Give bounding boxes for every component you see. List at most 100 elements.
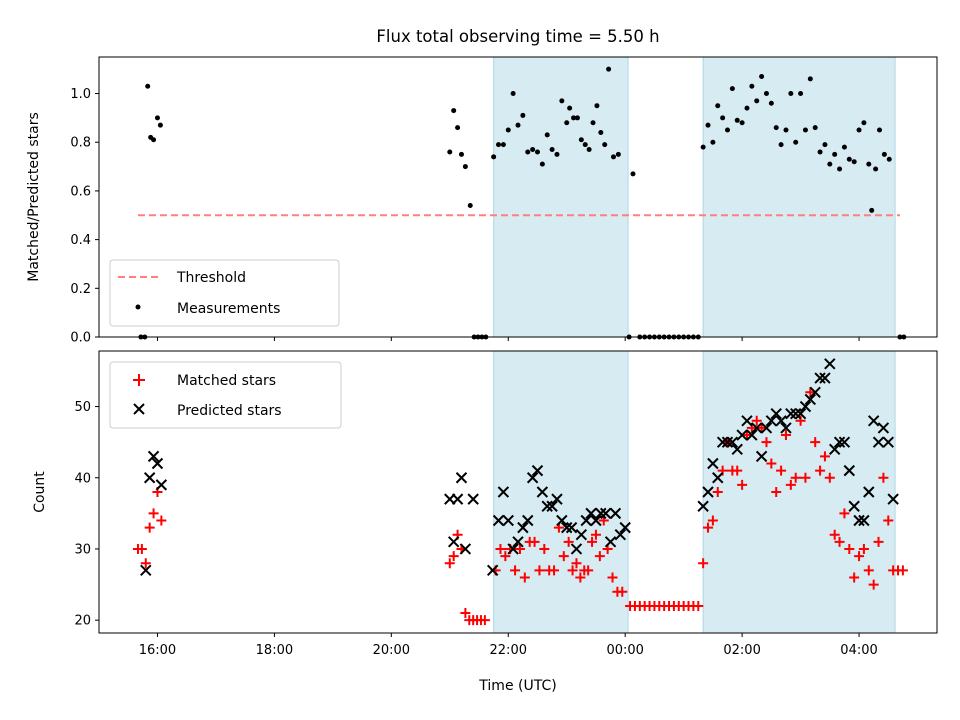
measurement-point [467, 203, 473, 209]
predicted-star-point [804, 393, 817, 406]
matched-star-point [819, 451, 830, 462]
observing-window [493, 56, 629, 338]
measurement-point [610, 154, 616, 160]
measurement-point [451, 108, 457, 114]
matched-star-point [737, 479, 748, 490]
measurement-point [594, 103, 600, 109]
measurement-point [788, 91, 794, 97]
measurement-point [778, 142, 784, 148]
measurement-point [447, 149, 453, 155]
measurement-point [720, 115, 726, 121]
matched-star-point [144, 522, 155, 533]
observing-window-shading [493, 56, 896, 338]
measurement-point [846, 156, 852, 162]
matched-star-point [839, 508, 850, 519]
predicted-star-point [459, 543, 472, 555]
matched-star-point [558, 551, 569, 562]
predicted-star-point [604, 536, 617, 548]
measurement-point [539, 161, 545, 167]
matched-star-point [703, 522, 714, 533]
predicted-star-point [882, 436, 894, 448]
measurement-point [157, 122, 163, 128]
matched-star-point [883, 515, 894, 526]
measurement-point [564, 120, 570, 126]
matched-star-point [698, 558, 709, 569]
predicted-star-point [858, 514, 870, 527]
legend-measurements-label: Measurements [177, 301, 280, 317]
predicted-star-point [570, 543, 583, 555]
predicted-star-point [486, 564, 499, 577]
measurement-point [754, 98, 760, 104]
y-tick-label: 0.0 [70, 331, 91, 346]
matched-star-point [583, 565, 594, 576]
matched-star-point [444, 558, 455, 569]
measurement-point [544, 132, 550, 138]
matched-star-point [790, 472, 801, 483]
matched-star-point [854, 551, 865, 562]
predicted-star-point [819, 372, 831, 384]
matched-star-point [751, 415, 762, 426]
predicted-star-point [536, 486, 549, 498]
measurement-point [151, 137, 157, 143]
predicted-star-point [799, 400, 812, 413]
matched-star-point [534, 565, 545, 576]
measurement-point [510, 91, 516, 97]
matched-star-point [810, 437, 821, 448]
matched-star-point [868, 579, 879, 590]
measurement-point [455, 125, 461, 131]
measurement-point [462, 164, 468, 170]
predicted-star-point [531, 464, 544, 477]
predicted-star-point [780, 422, 792, 434]
predicted-star-point [697, 500, 709, 512]
measurement-point [734, 117, 740, 123]
measurement-point [700, 144, 706, 150]
y-tick-label: 0.2 [70, 282, 91, 297]
measurement-point [856, 127, 862, 133]
bottom-plot-frame [98, 350, 938, 634]
measurement-point [739, 120, 745, 126]
measurement-point [759, 73, 765, 79]
observing-window [493, 350, 629, 634]
y-tick-label: 0.6 [70, 184, 91, 199]
bottom-panel: 20 30 40 50 16:00 18:00 20:00 22:00 00:00 02:00 0… [32, 350, 938, 694]
top-legend-box [109, 259, 340, 327]
matched-star-point [617, 586, 628, 597]
matched-star-point [607, 572, 618, 583]
matched-star-point [156, 515, 167, 526]
measurement-point [567, 105, 573, 111]
y-tick-label: 0.8 [70, 136, 91, 151]
measurement-point [549, 147, 555, 153]
top-y-axis-label: Matched/Predicted stars [26, 112, 42, 282]
matched-star-point [148, 508, 159, 519]
matched-star-point [741, 430, 752, 441]
matched-star-point [571, 558, 582, 569]
bottom-y-axis-label: Count [32, 471, 48, 513]
y-tick-label: 40 [74, 471, 91, 486]
measurement-point [530, 147, 536, 153]
top-y-ticks: 0.0 0.2 0.4 0.6 0.8 1.0 [70, 87, 99, 346]
predicted-star-point [451, 493, 464, 505]
count-points [132, 358, 908, 626]
matched-star-point [460, 608, 471, 619]
matched-star-point [140, 558, 151, 569]
predicted-star-point [716, 436, 729, 448]
matched-star-point [479, 615, 490, 626]
top-plot-frame [98, 56, 938, 338]
y-tick-label: 50 [74, 400, 91, 415]
measurement-point [798, 91, 804, 97]
measurement-point [866, 161, 872, 167]
predicted-star-point [614, 529, 627, 541]
predicted-star-point [546, 500, 558, 512]
predicted-star-point [833, 436, 846, 448]
matched-star-point [824, 472, 835, 483]
measurement-point [554, 151, 560, 157]
matched-star-point [771, 487, 782, 497]
matched-star-point [897, 565, 908, 576]
matched-star-point [693, 600, 704, 611]
matched-star-point [829, 529, 840, 540]
measurement-point [812, 125, 818, 131]
predicted-star-point [143, 472, 156, 484]
measurement-point [606, 66, 612, 72]
measurement-point [505, 127, 511, 133]
matched-star-point [495, 543, 506, 554]
